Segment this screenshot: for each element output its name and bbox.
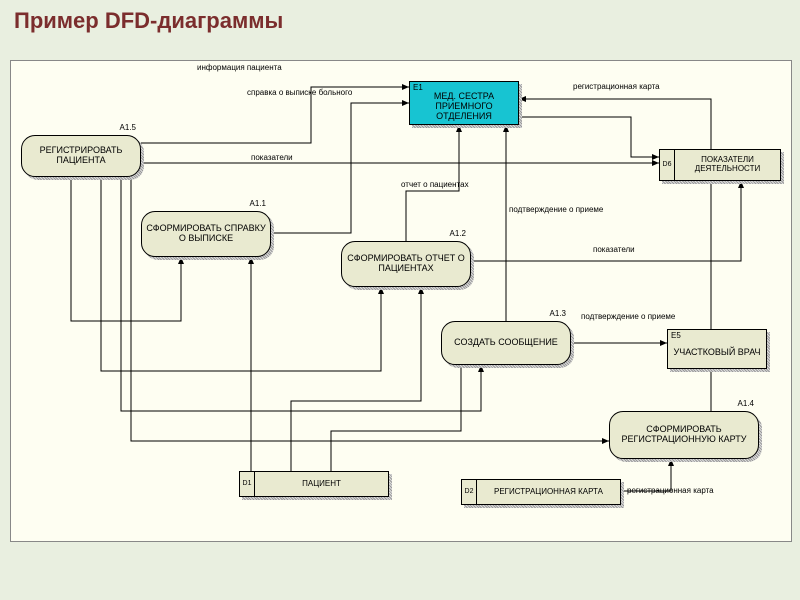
node-a12: A1.2СФОРМИРОВАТЬ ОТЧЕТ О ПАЦИЕНТАХ [341, 241, 471, 287]
node-tag: E5 [671, 332, 681, 341]
node-label: СФОРМИРОВАТЬ СПРАВКУ О ВЫПИСКЕ [145, 224, 267, 244]
edge-label-e-otchet: отчет о пациентах [401, 181, 469, 189]
edge-label-e-podtv-pr: подтверждение о приеме [509, 206, 603, 214]
edge-label-e-info-pat: информация пациента [197, 64, 282, 72]
node-label: СОЗДАТЬ СООБЩЕНИЕ [454, 338, 558, 348]
node-tag: E1 [413, 84, 423, 93]
diagram-canvas: E1МЕД. СЕСТРА ПРИЕМНОГО ОТДЕЛЕНИЯ E5 УЧАСТ… [10, 60, 792, 542]
edge-label-e-spravka: справка о выписке больного [247, 89, 352, 97]
node-a11: A1.1СФОРМИРОВАТЬ СПРАВКУ О ВЫПИСКЕ [141, 211, 271, 257]
node-tag: A1.2 [450, 230, 466, 239]
store-label: ПОКАЗАТЕЛИ ДЕЯТЕЛЬНОСТИ [675, 150, 780, 180]
store-label: РЕГИСТРАЦИОННАЯ КАРТА [477, 480, 620, 504]
node-label: УЧАСТКОВЫЙ ВРАЧ [673, 348, 760, 358]
node-d1: D1ПАЦИЕНТ [239, 471, 389, 497]
node-label: МЕД. СЕСТРА ПРИЕМНОГО ОТДЕЛЕНИЯ [413, 92, 515, 122]
store-id: D6 [660, 150, 675, 180]
edge-label-e-a13-e5: подтверждение о приеме [581, 313, 675, 321]
store-label: ПАЦИЕНТ [255, 472, 388, 496]
node-label: СФОРМИРОВАТЬ ОТЧЕТ О ПАЦИЕНТАХ [345, 254, 467, 274]
edge-e-spravka [271, 103, 409, 233]
node-tag: A1.4 [738, 400, 754, 409]
store-id: D2 [462, 480, 477, 504]
node-a13: A1.3СОЗДАТЬ СООБЩЕНИЕ [441, 321, 571, 365]
node-e1: E1МЕД. СЕСТРА ПРИЕМНОГО ОТДЕЛЕНИЯ [409, 81, 519, 125]
node-label: РЕГИСТРИРОВАТЬ ПАЦИЕНТА [25, 146, 137, 166]
edge-label-e-reg-karta: регистрационная карта [573, 83, 660, 91]
store-id: D1 [240, 472, 255, 496]
edges-layer [11, 61, 791, 541]
edge-label-e-d2-a14: регистрационная карта [627, 487, 714, 495]
edge-e-a15-a12 [101, 177, 381, 371]
edge-e-d1-a13 [331, 361, 461, 471]
node-d6: D6ПОКАЗАТЕЛИ ДЕЯТЕЛЬНОСТИ [659, 149, 781, 181]
node-a14: A1.4СФОРМИРОВАТЬ РЕГИСТРАЦИОННУЮ КАРТУ [609, 411, 759, 459]
page-title: Пример DFD-диаграммы [14, 8, 283, 34]
node-tag: A1.5 [120, 124, 136, 133]
edge-e-d1-a12 [291, 287, 421, 471]
node-a15: A1.5РЕГИСТРИРОВАТЬ ПАЦИЕНТА [21, 135, 141, 177]
edge-e-e1-d6 [519, 117, 659, 157]
node-label: СФОРМИРОВАТЬ РЕГИСТРАЦИОННУЮ КАРТУ [613, 425, 755, 445]
edge-label-e-pokazateli: показатели [251, 154, 293, 162]
node-d2: D2РЕГИСТРАЦИОННАЯ КАРТА [461, 479, 621, 505]
node-e5: E5 УЧАСТКОВЫЙ ВРАЧ [667, 329, 767, 369]
node-tag: A1.1 [250, 200, 266, 209]
node-tag: A1.3 [550, 310, 566, 319]
edge-label-e-pokaz2: показатели [593, 246, 635, 254]
